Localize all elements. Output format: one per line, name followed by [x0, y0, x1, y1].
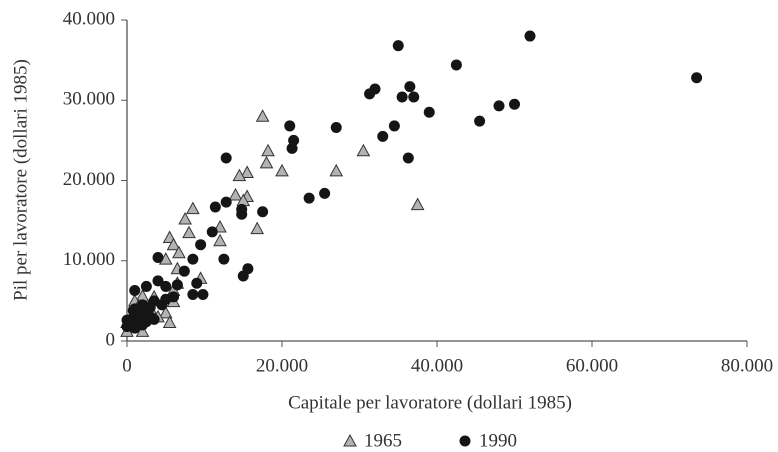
point: [275, 163, 289, 177]
point: [450, 59, 462, 71]
point: [220, 152, 232, 164]
point: [218, 253, 230, 265]
x-tick-label: 60.000: [566, 355, 618, 376]
point: [474, 115, 486, 127]
point: [364, 88, 376, 100]
point: [509, 98, 520, 110]
point: [209, 201, 221, 213]
point: [152, 252, 164, 264]
point: [187, 288, 199, 300]
point: [228, 187, 243, 201]
x-axis-label: Capitale per lavoratore (dollari 1985): [288, 392, 572, 413]
point: [404, 81, 416, 93]
point: [236, 208, 248, 220]
point: [524, 30, 536, 42]
point: [330, 122, 342, 134]
point: [140, 303, 152, 315]
point: [250, 221, 265, 235]
point: [284, 120, 296, 132]
y-tick-label: 30.000: [63, 89, 115, 110]
point: [213, 233, 227, 247]
point: [356, 143, 371, 157]
point: [137, 319, 148, 331]
point: [691, 72, 703, 84]
y-tick-label: 0: [106, 329, 116, 350]
point: [178, 265, 190, 277]
point: [206, 226, 218, 238]
x-tick-label: 40.000: [411, 355, 463, 376]
point: [286, 142, 298, 154]
point: [220, 196, 232, 208]
point: [148, 313, 160, 325]
point: [392, 40, 404, 52]
point: [162, 315, 177, 329]
point: [186, 201, 200, 215]
point: [195, 239, 207, 251]
point: [232, 168, 247, 182]
point: [423, 106, 435, 118]
point: [160, 280, 172, 292]
point: [166, 237, 181, 251]
point: [396, 91, 408, 103]
point: [255, 109, 270, 122]
point: [240, 165, 254, 178]
point: [493, 100, 505, 112]
point: [329, 163, 344, 177]
point: [261, 143, 275, 157]
point: [129, 284, 141, 296]
point: [191, 277, 203, 289]
point: [410, 197, 425, 211]
point: [408, 91, 420, 103]
point: [237, 270, 249, 282]
point: [319, 187, 331, 199]
x-tick-label: 20.000: [256, 355, 308, 376]
point: [303, 192, 315, 204]
point: [178, 211, 192, 225]
point: [127, 305, 139, 317]
point: [182, 225, 196, 239]
x-tick-label: 80.000: [721, 355, 773, 376]
y-tick-label: 20.000: [63, 169, 115, 190]
point: [187, 253, 199, 265]
point: [377, 130, 389, 142]
point: [152, 275, 164, 287]
legend-label: 1990: [479, 430, 517, 451]
point: [140, 280, 152, 292]
legend-marker: [459, 435, 471, 447]
point: [259, 155, 274, 169]
point: [257, 206, 269, 218]
point: [158, 305, 173, 319]
point: [171, 279, 183, 291]
y-axis-label: Pil per lavoratore (dollari 1985): [10, 59, 31, 301]
point: [172, 245, 186, 259]
point: [197, 288, 209, 300]
y-tick-label: 10.000: [63, 249, 115, 270]
point: [402, 152, 414, 164]
legend-marker: [343, 433, 357, 447]
legend-label: 1965: [364, 430, 402, 451]
y-tick-label: 40.000: [63, 8, 115, 29]
point: [156, 299, 168, 311]
point: [388, 120, 400, 132]
x-tick-label: 0: [122, 355, 132, 376]
